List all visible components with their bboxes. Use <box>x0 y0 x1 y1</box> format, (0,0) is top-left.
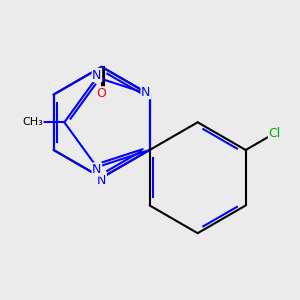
Text: CH₃: CH₃ <box>22 117 43 127</box>
Text: Cl: Cl <box>268 127 280 140</box>
Text: N: N <box>92 163 102 176</box>
Text: N: N <box>92 68 102 82</box>
Text: O: O <box>97 87 106 100</box>
Text: N: N <box>141 85 151 99</box>
Text: N: N <box>97 174 106 187</box>
